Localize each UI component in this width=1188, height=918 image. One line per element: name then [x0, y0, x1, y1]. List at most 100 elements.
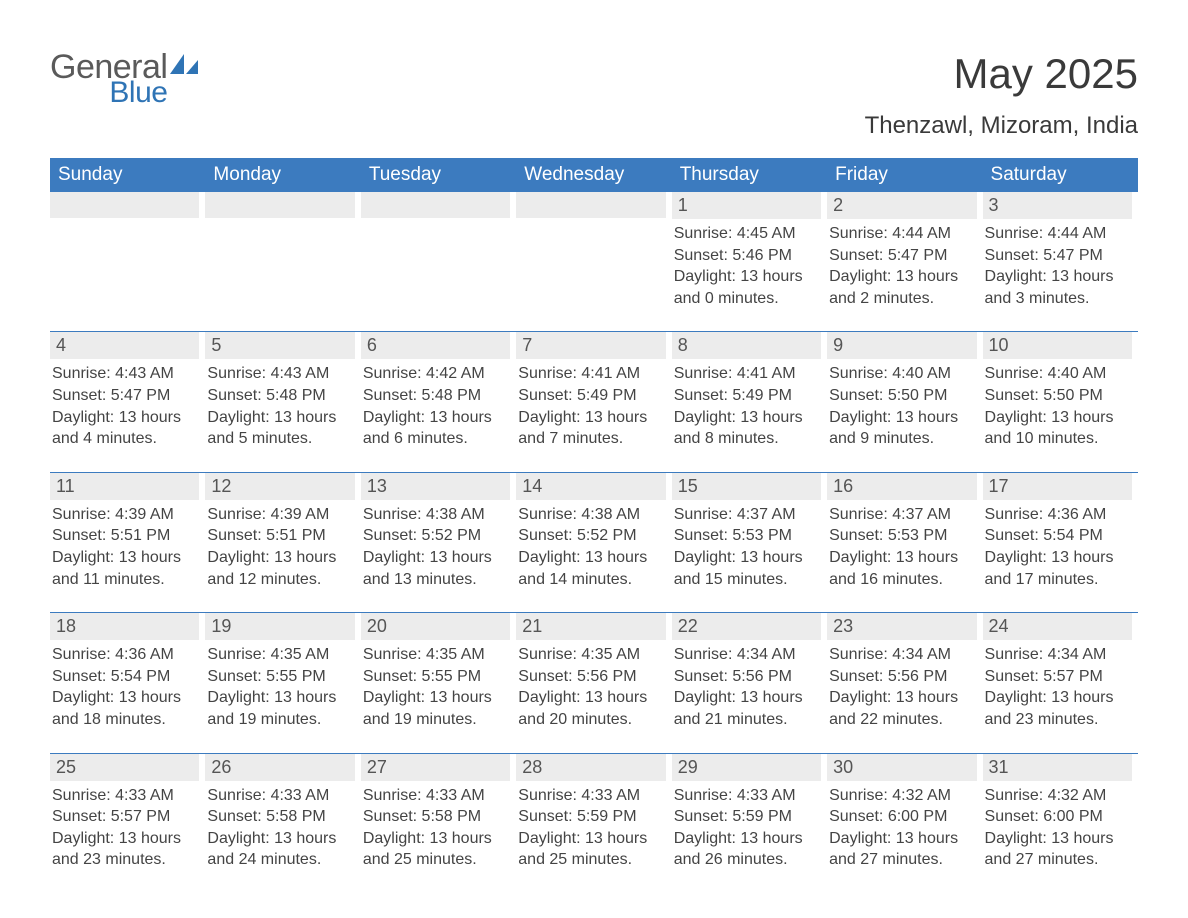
- sunrise-text: Sunrise: 4:44 AM: [985, 223, 1132, 245]
- day-details: Sunrise: 4:37 AMSunset: 5:53 PMDaylight:…: [827, 504, 976, 590]
- sunset-text: Sunset: 5:52 PM: [518, 525, 665, 547]
- sunrise-text: Sunrise: 4:34 AM: [674, 644, 821, 666]
- day-details: Sunrise: 4:35 AMSunset: 5:55 PMDaylight:…: [361, 644, 510, 730]
- sunset-text: Sunset: 5:54 PM: [52, 666, 199, 688]
- sunrise-text: Sunrise: 4:33 AM: [518, 785, 665, 807]
- sunrise-text: Sunrise: 4:37 AM: [674, 504, 821, 526]
- calendar-cell: 20 Sunrise: 4:35 AMSunset: 5:55 PMDayligh…: [361, 613, 516, 734]
- sunset-text: Sunset: 5:58 PM: [207, 806, 354, 828]
- daylight-text-1: Daylight: 13 hours: [52, 687, 199, 709]
- calendar-cell: 14Sunrise: 4:38 AMSunset: 5:52 PMDayligh…: [516, 473, 671, 594]
- day-details: Sunrise: 4:36 AMSunset: 5:54 PMDaylight:…: [983, 504, 1132, 590]
- daylight-text-2: and 23 minutes.: [52, 849, 199, 871]
- header: General Blue May 2025 Thenzawl, Mizoram,…: [50, 50, 1138, 140]
- day-details: Sunrise: 4:32 AMSunset: 6:00 PMDaylight:…: [827, 785, 976, 871]
- calendar-week: 25Sunrise: 4:33 AMSunset: 5:57 PMDayligh…: [50, 753, 1138, 875]
- calendar-week: 1Sunrise: 4:45 AMSunset: 5:46 PMDaylight…: [50, 192, 1138, 313]
- calendar-cell: 3 Sunrise: 4:44 AMSunset: 5:47 PMDaylight…: [983, 192, 1138, 313]
- daylight-text-1: Daylight: 13 hours: [985, 407, 1132, 429]
- sunset-text: Sunset: 5:54 PM: [985, 525, 1132, 547]
- daylight-text-1: Daylight: 13 hours: [985, 266, 1132, 288]
- sunset-text: Sunset: 5:48 PM: [207, 385, 354, 407]
- calendar-week: 18Sunrise: 4:36 AMSunset: 5:54 PMDayligh…: [50, 612, 1138, 734]
- calendar-week: 11Sunrise: 4:39 AMSunset: 5:51 PMDayligh…: [50, 472, 1138, 594]
- title-block: May 2025 Thenzawl, Mizoram, India: [865, 50, 1138, 140]
- daylight-text-1: Daylight: 13 hours: [363, 407, 510, 429]
- day-number: 3: [983, 192, 1132, 219]
- daylight-text-2: and 24 minutes.: [207, 849, 354, 871]
- calendar-cell: 4Sunrise: 4:43 AMSunset: 5:47 PMDaylight…: [50, 332, 205, 453]
- daylight-text-2: and 3 minutes.: [985, 288, 1132, 310]
- weekday-header: Tuesday: [361, 158, 516, 192]
- daylight-text-2: and 0 minutes.: [674, 288, 821, 310]
- page-subtitle: Thenzawl, Mizoram, India: [865, 112, 1138, 140]
- day-details: Sunrise: 4:33 AMSunset: 5:59 PMDaylight:…: [672, 785, 821, 871]
- calendar-cell: 2Sunrise: 4:44 AMSunset: 5:47 PMDaylight…: [827, 192, 982, 313]
- day-details: Sunrise: 4:43 AMSunset: 5:48 PMDaylight:…: [205, 363, 354, 449]
- sunrise-text: Sunrise: 4:39 AM: [52, 504, 199, 526]
- day-details: Sunrise: 4:38 AMSunset: 5:52 PMDaylight:…: [361, 504, 510, 590]
- sunrise-text: Sunrise: 4:36 AM: [52, 644, 199, 666]
- day-number: 10: [983, 332, 1132, 359]
- day-number: 21: [516, 613, 665, 640]
- daylight-text-2: and 25 minutes.: [363, 849, 510, 871]
- daylight-text-2: and 18 minutes.: [52, 709, 199, 731]
- calendar-cell: 13Sunrise: 4:38 AMSunset: 5:52 PMDayligh…: [361, 473, 516, 594]
- calendar-cell: 6Sunrise: 4:42 AMSunset: 5:48 PMDaylight…: [361, 332, 516, 453]
- weekday-header: Monday: [205, 158, 360, 192]
- sunrise-text: Sunrise: 4:36 AM: [985, 504, 1132, 526]
- logo-word-blue: Blue: [109, 78, 167, 108]
- calendar-cell: 24Sunrise: 4:34 AMSunset: 5:57 PMDayligh…: [983, 613, 1138, 734]
- day-details: Sunrise: 4:39 AMSunset: 5:51 PMDaylight:…: [50, 504, 199, 590]
- sunset-text: Sunset: 5:47 PM: [829, 245, 976, 267]
- sunrise-text: Sunrise: 4:32 AM: [829, 785, 976, 807]
- calendar-cell: 30Sunrise: 4:32 AMSunset: 6:00 PMDayligh…: [827, 754, 982, 875]
- day-number: 17: [983, 473, 1132, 500]
- sunrise-text: Sunrise: 4:45 AM: [674, 223, 821, 245]
- daylight-text-2: and 11 minutes.: [52, 569, 199, 591]
- daylight-text-1: Daylight: 13 hours: [363, 687, 510, 709]
- day-number: 27: [361, 754, 510, 781]
- day-details: Sunrise: 4:39 AMSunset: 5:51 PMDaylight:…: [205, 504, 354, 590]
- daylight-text-1: Daylight: 13 hours: [207, 687, 354, 709]
- sail-icon: [170, 54, 198, 82]
- calendar-cell: 9Sunrise: 4:40 AMSunset: 5:50 PMDaylight…: [827, 332, 982, 453]
- sunset-text: Sunset: 5:51 PM: [52, 525, 199, 547]
- sunset-text: Sunset: 5:57 PM: [52, 806, 199, 828]
- day-details: Sunrise: 4:34 AMSunset: 5:56 PMDaylight:…: [827, 644, 976, 730]
- daylight-text-2: and 5 minutes.: [207, 428, 354, 450]
- sunset-text: Sunset: 5:55 PM: [207, 666, 354, 688]
- sunrise-text: Sunrise: 4:41 AM: [674, 363, 821, 385]
- calendar: Sunday Monday Tuesday Wednesday Thursday…: [50, 158, 1138, 875]
- daylight-text-1: Daylight: 13 hours: [363, 547, 510, 569]
- sunrise-text: Sunrise: 4:38 AM: [363, 504, 510, 526]
- calendar-cell: 1Sunrise: 4:45 AMSunset: 5:46 PMDaylight…: [672, 192, 827, 313]
- calendar-cell: 29 Sunrise: 4:33 AMSunset: 5:59 PMDayligh…: [672, 754, 827, 875]
- daylight-text-1: Daylight: 13 hours: [207, 547, 354, 569]
- sunrise-text: Sunrise: 4:35 AM: [518, 644, 665, 666]
- daylight-text-2: and 10 minutes.: [985, 428, 1132, 450]
- day-details: Sunrise: 4:44 AMSunset: 5:47 PMDaylight:…: [983, 223, 1132, 309]
- daylight-text-2: and 13 minutes.: [363, 569, 510, 591]
- sunset-text: Sunset: 5:56 PM: [518, 666, 665, 688]
- sunrise-text: Sunrise: 4:40 AM: [985, 363, 1132, 385]
- sunset-text: Sunset: 5:46 PM: [674, 245, 821, 267]
- daylight-text-1: Daylight: 13 hours: [518, 547, 665, 569]
- day-number: 20: [361, 613, 510, 640]
- day-number: 29: [672, 754, 821, 781]
- day-number: 26: [205, 754, 354, 781]
- daylight-text-2: and 4 minutes.: [52, 428, 199, 450]
- day-number: 11: [50, 473, 199, 500]
- sunset-text: Sunset: 5:48 PM: [363, 385, 510, 407]
- calendar-cell: 25Sunrise: 4:33 AMSunset: 5:57 PMDayligh…: [50, 754, 205, 875]
- day-number: 8: [672, 332, 821, 359]
- day-details: Sunrise: 4:45 AMSunset: 5:46 PMDaylight:…: [672, 223, 821, 309]
- calendar-cell: 18Sunrise: 4:36 AMSunset: 5:54 PMDayligh…: [50, 613, 205, 734]
- sunrise-text: Sunrise: 4:38 AM: [518, 504, 665, 526]
- daylight-text-1: Daylight: 13 hours: [674, 828, 821, 850]
- day-number: 4: [50, 332, 199, 359]
- sunset-text: Sunset: 5:49 PM: [518, 385, 665, 407]
- daylight-text-1: Daylight: 13 hours: [829, 266, 976, 288]
- calendar-cell: 10Sunrise: 4:40 AMSunset: 5:50 PMDayligh…: [983, 332, 1138, 453]
- sunset-text: Sunset: 5:59 PM: [518, 806, 665, 828]
